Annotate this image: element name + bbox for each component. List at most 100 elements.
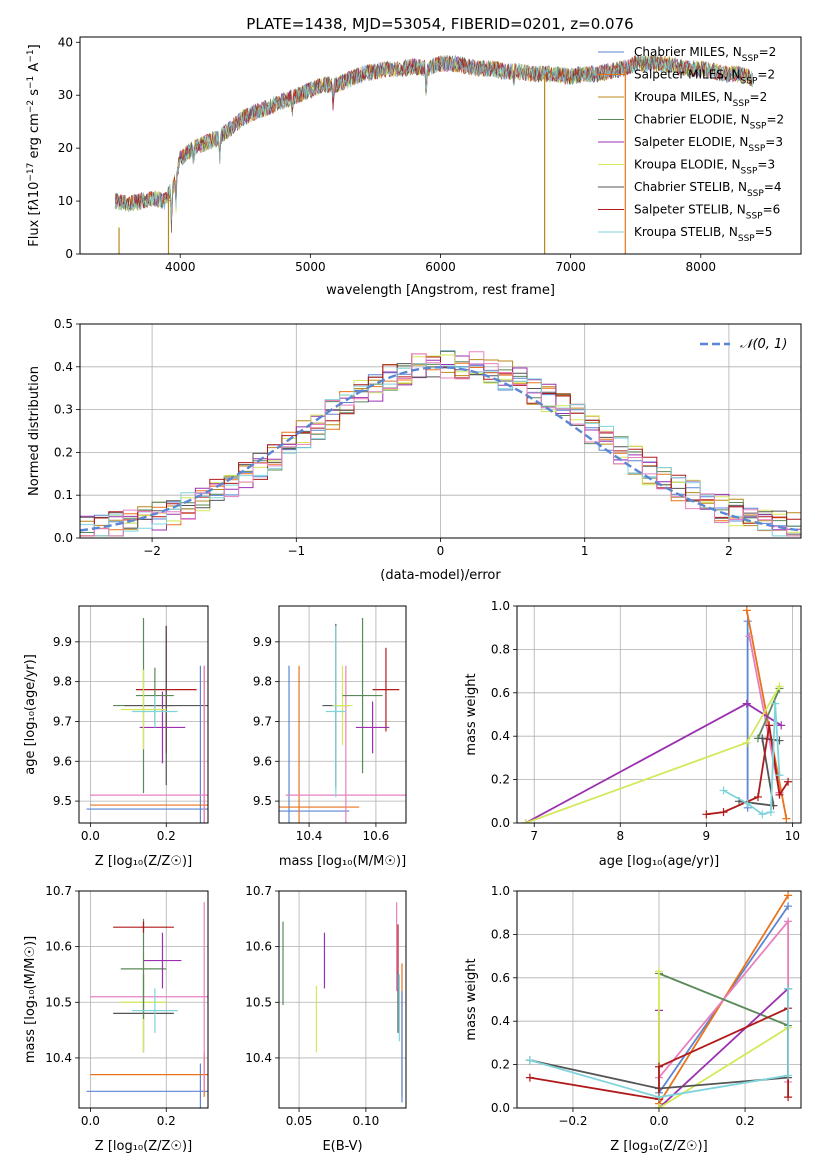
errorbar-point-5: [120, 669, 167, 750]
y-tick-label: 30: [58, 88, 73, 102]
legend-label-sub: SSP: [747, 189, 764, 199]
x-tick-label: 0.0: [649, 1114, 668, 1128]
x-tick-label: 10.4: [296, 829, 323, 843]
legend-label-name: Kroupa MILES, N: [634, 90, 733, 104]
errorbar-point-2: [285, 665, 406, 823]
y-tick-label: 0.6: [491, 971, 510, 985]
y-tick-label: 0.2: [491, 1058, 510, 1072]
x-tick-label: 5000: [295, 260, 326, 274]
y-tick-label: 9.9: [53, 635, 72, 649]
errorbar-point-0: [86, 1063, 208, 1108]
weight-marker: [655, 1093, 663, 1102]
errorbar-point-6: [372, 647, 400, 732]
y-tick-label: 0.4: [491, 1014, 510, 1028]
x-axis-label: mass [log₁₀(M/M☉)]: [279, 854, 406, 869]
y-tick-label: 0: [65, 247, 73, 261]
weight-series-8: [723, 703, 781, 816]
legend-label: 𝒩(0, 1): [740, 337, 787, 352]
mass-weight-vs-age-panel: 7 8 9 10 0.0 0.2 0.4 0.6 0.8 1.0 age [log₁₀(age/yr…: [464, 599, 802, 869]
weight-series-4: [658, 987, 789, 1108]
weight-lines: [525, 891, 793, 1108]
weight-marker: [742, 606, 751, 615]
weight-series-5: [658, 971, 789, 1108]
y-axis-label: mass weight: [464, 673, 479, 755]
weight-marker: [775, 771, 784, 780]
axes-frame: [516, 605, 802, 824]
weight-marker: [719, 786, 728, 795]
y-tick-label: 9.5: [253, 794, 272, 808]
weight-marker: [742, 738, 751, 747]
histogram-lines: [80, 350, 801, 537]
weight-marker: [765, 721, 774, 730]
y-tick-label: 9.6: [53, 754, 72, 768]
y-axis-label: mass weight: [464, 958, 479, 1040]
x-tick-label: 0: [437, 544, 445, 558]
axes-frame: [79, 36, 802, 255]
legend-label-sub: SSP: [746, 212, 763, 222]
legend-label: Chabrier MILES, NSSP=2: [634, 45, 776, 64]
legend-label-tail: =3: [757, 158, 775, 172]
legend-label-sub: SSP: [741, 167, 758, 177]
weight-marker: [784, 1093, 793, 1102]
errorbar-point-2: [124, 625, 208, 786]
legend-label-tail: =4: [764, 180, 782, 194]
legend-label-tail: =2: [759, 45, 777, 59]
weight-series-3: [658, 972, 789, 1027]
y-tick-label: 0.3: [54, 403, 73, 417]
legend-label-name: Salpeter MILES, N: [634, 68, 741, 82]
y-tick-label: 9.7: [253, 714, 272, 728]
weight-marker: [655, 967, 663, 976]
y-axis-label: mass [log₁₀(M/M☉)]: [23, 936, 38, 1063]
weight-marker: [719, 808, 728, 817]
weight-marker: [655, 1062, 663, 1071]
y-tick-label: 9.5: [53, 794, 72, 808]
figure-title: PLATE=1438, MJD=53054, FIBERID=0201, z=0…: [246, 15, 633, 33]
y-tick-label: 1.0: [491, 884, 510, 898]
weight-series-1: [745, 610, 788, 819]
errorbars: [279, 617, 406, 823]
errorbar-point-7: [86, 665, 208, 823]
age-vs-metallicity-panel: 0.0 0.2 9.5 9.6 9.7 9.8 9.9 Z [log₁₀(Z/Z☉)] age …: [23, 605, 209, 869]
spectrum-series-8: [114, 55, 753, 221]
y-tick-label: 0.1: [54, 488, 73, 502]
y-tick-label: 0.8: [491, 927, 510, 941]
x-axis-label: E(B-V): [322, 1139, 362, 1154]
y-tick-label: 10: [58, 194, 73, 208]
legend-label-sub: SSP: [738, 234, 755, 244]
x-tick-label: 7000: [555, 260, 586, 274]
errorbar-point-7: [143, 932, 182, 989]
legend-label-tail: =2: [766, 113, 784, 127]
mass-vs-metallicity-panel: 0.0 0.2 10.4 10.5 10.6 10.7 Z [log₁₀(Z/Z☉)] mas…: [23, 884, 209, 1154]
residuals-panel: −2 −1 0 1 2 0.0 0.1 0.2 0.3 0.4 0.5 (data-model)/er…: [27, 317, 802, 583]
weight-marker: [525, 1056, 534, 1065]
y-tick-label: 10.5: [45, 995, 72, 1009]
legend-label-sub: SSP: [748, 144, 765, 154]
axes-frame: [79, 323, 802, 539]
histogram-series-9: [80, 351, 801, 537]
legend-label-tail: =2: [757, 68, 775, 82]
x-tick-label: 1: [581, 544, 589, 558]
x-tick-label: 0.10: [353, 1114, 380, 1128]
weight-marker: [753, 792, 762, 801]
y-axis-label: Normed distribution: [27, 366, 42, 496]
x-tick-label: 0.05: [286, 1114, 313, 1128]
weight-series-3: [757, 688, 781, 739]
errorbar-point-5: [342, 617, 383, 774]
errorbars: [282, 902, 403, 1103]
weight-marker: [784, 777, 793, 786]
y-tick-label: 10.6: [45, 940, 72, 954]
y-tick-label: 0.5: [54, 317, 73, 331]
legend-label-name: Kroupa ELODIE, N: [634, 158, 741, 172]
x-tick-label: 0.2: [157, 1114, 176, 1128]
y-tick-label: 10.6: [245, 940, 272, 954]
legend-label: Chabrier ELODIE, NSSP=2: [634, 113, 784, 132]
spectrum-panel: 4000 5000 6000 7000 8000 0 10 20 30 40 wavelength …: [26, 35, 802, 298]
x-axis-label: Z [log₁₀(Z/Z☉)]: [95, 854, 192, 869]
legend-label: Kroupa MILES, NSSP=2: [634, 90, 767, 109]
legend-label-tail: =3: [765, 135, 783, 149]
legend-label-sub: SSP: [741, 77, 758, 87]
errorbar-point-6: [132, 695, 178, 728]
y-tick-label: 10.7: [245, 884, 272, 898]
y-tick-label: 10.4: [45, 1051, 72, 1065]
axes-frame: [278, 605, 407, 824]
